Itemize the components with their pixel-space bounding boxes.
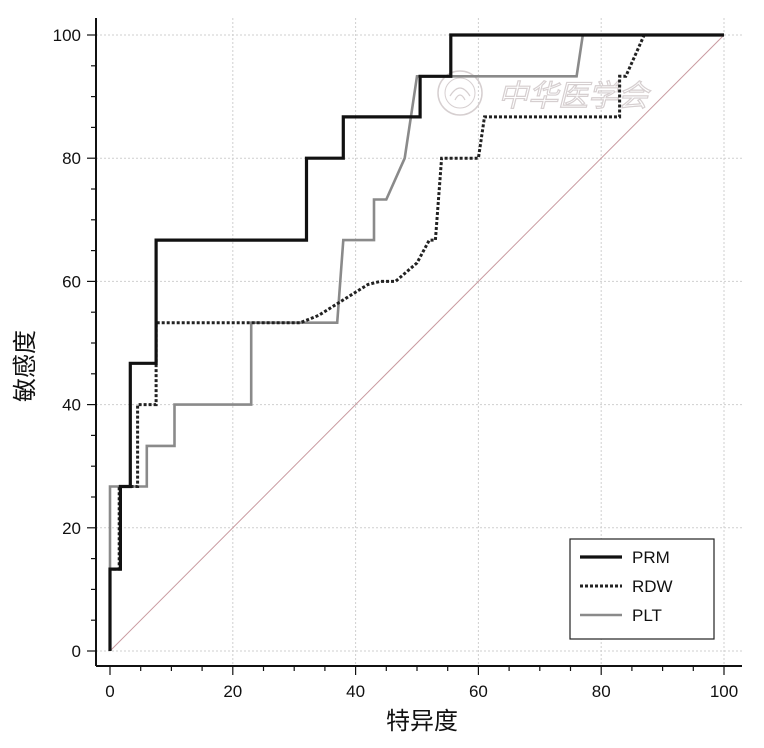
y-axis-title: 敏感度: [11, 330, 39, 402]
y-tick-label: 100: [53, 26, 81, 45]
x-tick-label: 20: [223, 682, 242, 701]
axes: [87, 18, 742, 675]
watermark-seal-inner-icon: [444, 77, 476, 109]
series-line-rdw: [108, 33, 724, 651]
y-tick-label: 20: [62, 519, 81, 538]
legend: PRM RDW PLT: [569, 538, 715, 640]
grid-layer: [96, 18, 742, 666]
x-tick-label: 100: [710, 682, 738, 701]
x-tick-label: 60: [469, 682, 488, 701]
x-tick-label: 40: [346, 682, 365, 701]
legend-label-plt: PLT: [632, 606, 662, 625]
reference-diagonal-line: [109, 34, 725, 652]
y-tick-label: 80: [62, 149, 81, 168]
series-line-prm: [108, 33, 724, 651]
watermark-text: 中华医学会: [498, 79, 651, 114]
series-layer: [108, 33, 724, 651]
watermark: 中华医学会: [437, 70, 652, 116]
x-tick-label: 80: [592, 682, 611, 701]
legend-label-prm: PRM: [632, 548, 670, 567]
watermark-seal-mark-icon: [449, 87, 471, 101]
y-tick-label: 40: [62, 396, 81, 415]
tick-labels: 0 20 40 60 80 100 0 20 40 60 80 100: [53, 26, 739, 701]
legend-items: PRM RDW PLT: [580, 548, 673, 625]
legend-label-rdw: RDW: [632, 577, 673, 596]
y-tick-label: 0: [72, 642, 81, 661]
reference-diagonal-layer: [109, 34, 725, 652]
watermark-seal-icon: [437, 70, 483, 116]
x-tick-label: 0: [105, 682, 114, 701]
x-axis-title: 特异度: [386, 707, 458, 735]
y-tick-label: 60: [62, 272, 81, 291]
